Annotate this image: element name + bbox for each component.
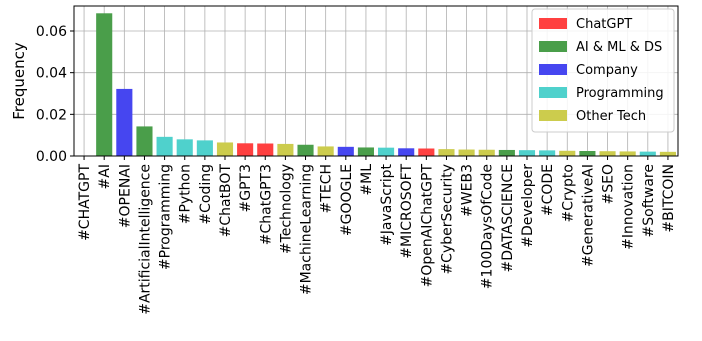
bar (277, 143, 294, 156)
x-tick-label: #ArtificialIntelligence (137, 164, 153, 315)
bar (357, 147, 374, 156)
y-axis-title: Frequency (10, 42, 28, 120)
x-tick-label: #Software (641, 164, 657, 237)
bar (599, 151, 616, 156)
bar (458, 149, 475, 156)
legend-label: ChatGPT (576, 17, 632, 32)
x-tick-label: #TECH (319, 164, 335, 213)
bars (96, 13, 676, 156)
bar (619, 151, 636, 156)
bar (196, 140, 213, 156)
bar (478, 149, 495, 156)
bar (176, 139, 193, 156)
x-tick-label: #Coding (198, 164, 214, 225)
legend-label: Programming (576, 86, 664, 101)
legend: ChatGPT AI & ML & DS Company Programming Oth… (531, 8, 675, 133)
legend-swatch (539, 64, 567, 75)
bar (498, 149, 515, 156)
x-tick-label: #ML (359, 164, 375, 196)
legend-swatch (539, 18, 567, 29)
x-tick-label: #Innovation (621, 164, 637, 250)
x-tick-label: #CODE (540, 164, 556, 216)
y-tick-label: 0.04 (36, 66, 67, 82)
bar (156, 136, 173, 156)
x-tick-label: #CHATGPT (77, 164, 93, 241)
x-tick-label: #WEB3 (460, 164, 476, 217)
legend-label: Company (576, 63, 638, 78)
y-tick-label: 0.00 (36, 149, 67, 165)
x-tick-label: #Python (178, 164, 194, 224)
x-axis: #CHATGPT #AI #OPENAI #ArtificialIntelligenc… (77, 156, 677, 315)
y-tick-label: 0.06 (36, 24, 67, 40)
x-tick-label: #GOOGLE (339, 164, 355, 236)
bar (136, 126, 153, 156)
bar (659, 151, 676, 156)
bar (539, 150, 556, 156)
x-tick-label: #Developer (520, 164, 536, 248)
bar (418, 148, 435, 156)
x-tick-label: #Technology (278, 164, 294, 254)
x-tick-label: #GenerativeAI (580, 164, 596, 267)
bar (639, 151, 656, 156)
x-tick-label: #JavaScript (379, 164, 395, 246)
bar (378, 147, 395, 156)
x-tick-label: #Crypto (560, 164, 576, 223)
bar (237, 143, 254, 156)
bar (257, 143, 274, 156)
bar (216, 142, 234, 156)
x-tick-label: #AI (97, 164, 113, 189)
x-tick-label: #Programming (158, 164, 174, 270)
bar (579, 151, 596, 156)
bar (317, 146, 334, 156)
x-tick-label: #SEO (601, 164, 617, 204)
plot-frame (73, 5, 679, 157)
bar (337, 146, 354, 156)
x-tick-label: #OPENAI (117, 164, 133, 228)
legend-label: Other Tech (576, 109, 646, 124)
y-axis: 0.00 0.02 0.04 0.06 (36, 24, 74, 165)
bar (96, 13, 113, 156)
x-tick-label: #MICROSOFT (399, 164, 415, 259)
x-tick-label: #OpenAIChatGPT (419, 164, 435, 288)
y-tick-label: 0.02 (36, 107, 67, 123)
x-tick-label: #CyberSecurity (439, 164, 455, 275)
legend-swatch (539, 87, 567, 98)
legend-box (531, 8, 675, 133)
bar (518, 150, 536, 156)
x-tick-label: #GPT3 (238, 164, 254, 212)
legend-swatch (539, 110, 567, 121)
bar (116, 88, 133, 156)
legend-label: AI & ML & DS (576, 40, 662, 55)
bar (398, 148, 415, 156)
x-tick-label: #ChatGPT3 (258, 164, 274, 245)
x-tick-label: #BITCOIN (661, 164, 677, 233)
bar (559, 150, 576, 156)
x-tick-label: #DATASCIENCE (500, 164, 516, 273)
bar (438, 149, 455, 156)
legend-swatch (539, 41, 567, 52)
x-tick-label: #MachineLearning (299, 164, 315, 295)
x-tick-label: #ChatBOT (218, 164, 234, 238)
x-tick-label: #100DaysOfCode (480, 164, 496, 289)
bar (297, 144, 314, 156)
